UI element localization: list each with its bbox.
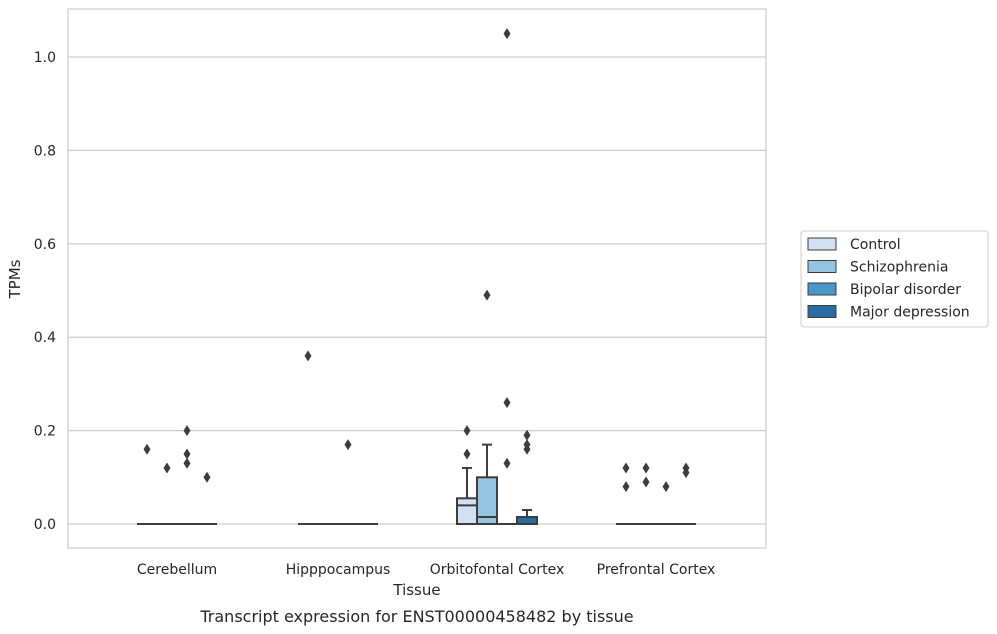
x-tick-label: Hipppocampus [286, 562, 391, 578]
outlier-point [642, 462, 650, 474]
outlier-point [503, 397, 511, 409]
legend: Control Schizophrenia Bipolar disorder Majo… [800, 230, 989, 328]
outlier-point [523, 429, 531, 441]
chart-caption: Transcript expression for ENST0000045848… [199, 607, 633, 626]
outlier-point [183, 457, 191, 469]
y-axis-title: TPMs [6, 259, 24, 299]
legend-swatch [807, 305, 837, 318]
box [476, 476, 498, 525]
outlier-point [463, 448, 471, 460]
legend-label: Major depression [850, 305, 970, 321]
series-group [137, 350, 636, 526]
legend-swatch [807, 260, 837, 273]
outlier-point [183, 448, 191, 460]
outlier-point [622, 481, 630, 493]
x-tick-label: Orbitofontal Cortex [430, 562, 565, 578]
y-tick-label: 0.8 [34, 143, 56, 159]
legend-swatch [807, 237, 837, 251]
y-tick-labels: 0.0 0.2 0.4 0.6 0.8 1.0 [34, 50, 56, 533]
x-tick-label: Prefrontal Cortex [597, 562, 716, 578]
outlier-point [523, 439, 531, 451]
legend-label: Schizophrenia [850, 260, 948, 276]
y-tick-label: 0.4 [34, 330, 56, 346]
outlier-point [662, 481, 670, 493]
outlier-point [163, 462, 171, 474]
series-group [157, 289, 656, 525]
x-axis-title: Tissue [392, 581, 440, 599]
y-tick-label: 0.6 [34, 237, 56, 253]
box [456, 497, 478, 526]
plot-background [68, 9, 766, 548]
y-tick-label: 0.0 [34, 517, 56, 533]
outlier-point [143, 443, 151, 455]
outlier-point [203, 471, 211, 483]
y-tick-label: 1.0 [34, 50, 56, 66]
outlier-point [463, 425, 471, 437]
outlier-point [622, 462, 630, 474]
legend-entries: Control Schizophrenia Bipolar disorder Majo… [807, 237, 970, 321]
outlier-point [183, 425, 191, 437]
plot-frame [67, 8, 767, 549]
outlier-point [642, 476, 650, 488]
series-group [177, 28, 676, 525]
box-series [137, 28, 696, 526]
box [516, 515, 538, 525]
legend-label: Bipolar disorder [850, 282, 961, 298]
legend-frame [800, 230, 989, 328]
x-tick-label: Cerebellum [137, 562, 217, 578]
outlier-point [483, 289, 491, 301]
x-tick-labels: Cerebellum Hipppocampus Orbitofontal Corte… [137, 562, 715, 578]
outlier-point [682, 462, 690, 474]
y-tick-label: 0.2 [34, 424, 56, 440]
outlier-point [344, 439, 352, 451]
legend-label: Control [850, 237, 901, 253]
series-group [197, 429, 696, 525]
legend-swatch [807, 282, 837, 296]
outlier-point [503, 457, 511, 469]
outlier-point [304, 350, 312, 362]
outlier-point [503, 28, 511, 40]
